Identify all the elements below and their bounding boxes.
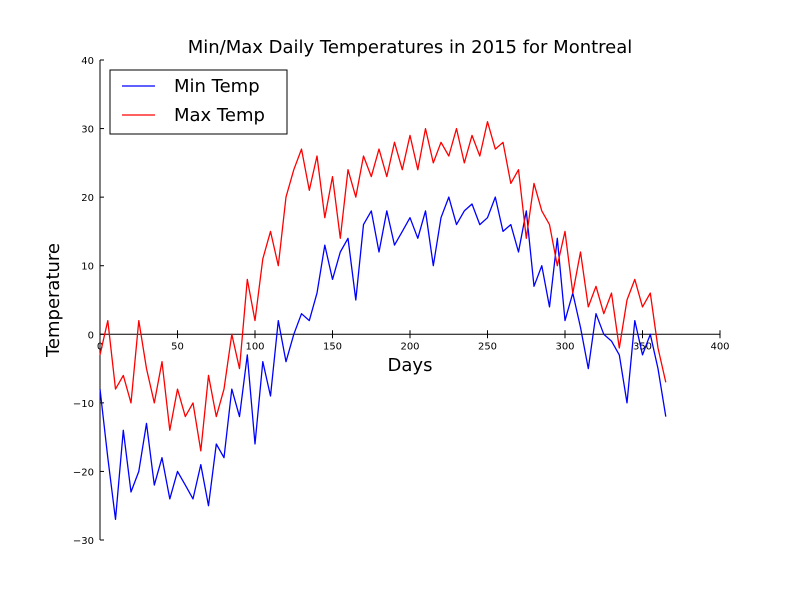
y-tick-label: −10 bbox=[73, 399, 94, 410]
y-tick-label: 0 bbox=[88, 330, 94, 341]
series-lines bbox=[99, 121, 667, 521]
x-tick-label: 200 bbox=[400, 341, 419, 352]
y-axis-label: Temperature bbox=[43, 243, 64, 358]
legend: Min Temp Max Temp bbox=[109, 69, 288, 135]
x-tick-label: 250 bbox=[478, 341, 497, 352]
x-tick-label: 150 bbox=[323, 341, 342, 352]
y-tick-label: 10 bbox=[81, 262, 94, 273]
x-tick-label: 350 bbox=[633, 341, 652, 352]
legend-box bbox=[109, 69, 288, 135]
y-tick-label: 30 bbox=[81, 125, 94, 136]
legend-max-label: Max Temp bbox=[174, 105, 265, 126]
x-tick-label: 300 bbox=[555, 341, 574, 352]
x-tick-label: 50 bbox=[171, 341, 184, 352]
x-tick-label: 100 bbox=[245, 341, 264, 352]
chart-title: Min/Max Daily Temperatures in 2015 for M… bbox=[188, 37, 633, 58]
x-tick-label: 400 bbox=[710, 341, 729, 352]
y-tick-label: 20 bbox=[81, 193, 94, 204]
y-tick-label: −20 bbox=[73, 467, 94, 478]
x-tick-label: 0 bbox=[97, 341, 103, 352]
y-tick-label: −30 bbox=[73, 536, 94, 547]
y-tick-label: 40 bbox=[81, 56, 94, 67]
max-temp-line bbox=[99, 121, 667, 452]
min-temp-line bbox=[99, 196, 667, 521]
x-axis-label: Days bbox=[388, 355, 433, 376]
legend-min-label: Min Temp bbox=[174, 76, 260, 97]
